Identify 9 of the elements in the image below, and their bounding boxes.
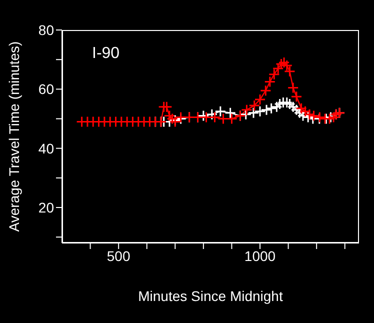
y-tick-label: 40: [38, 140, 54, 156]
x-tick-label: 1000: [244, 248, 276, 264]
y-tick-label: 20: [38, 199, 54, 216]
y-axis-title: Average Travel Time (minutes): [6, 41, 22, 232]
x-axis-title: Minutes Since Midnight: [138, 288, 283, 304]
y-tick-label: 80: [38, 22, 54, 38]
y-tick-label: 60: [38, 81, 54, 98]
annotation: I-90: [92, 45, 120, 63]
x-tick-label: 500: [106, 248, 130, 264]
